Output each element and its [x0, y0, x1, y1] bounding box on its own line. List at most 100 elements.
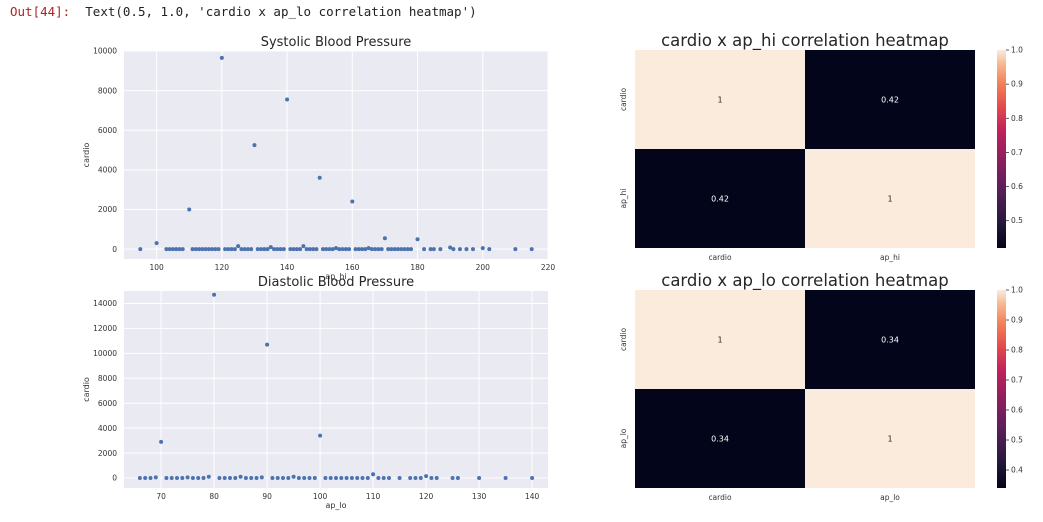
data-point: [212, 292, 217, 297]
data-point: [373, 247, 378, 252]
data-point: [243, 476, 248, 481]
output-prompt: Out[44]:: [10, 4, 71, 19]
colorbar: 0.4 0.5 0.6 0.7 0.8 0.9 1.0: [997, 286, 1023, 488]
data-point: [334, 246, 338, 251]
chart-title: cardio x ap_hi correlation heatmap: [661, 31, 949, 51]
data-point: [344, 476, 349, 481]
data-point: [148, 476, 153, 481]
data-point: [137, 476, 142, 481]
data-point: [259, 475, 264, 480]
data-point: [296, 476, 301, 481]
heatmap-cell-label: 0.42: [711, 195, 729, 204]
y-tick-label: 2000: [98, 449, 117, 458]
x-axis-label: ap_lo: [325, 501, 346, 510]
data-point: [217, 476, 222, 481]
data-point: [350, 199, 355, 204]
data-point: [228, 476, 232, 481]
x-tick-label: 180: [410, 263, 425, 272]
heatmap-cell-label: 1: [887, 195, 892, 204]
x-tick-label: 70: [156, 492, 166, 501]
data-point: [366, 246, 371, 251]
data-point: [197, 247, 202, 252]
data-point: [254, 476, 259, 481]
colorbar-tick-label: 0.9: [1011, 80, 1023, 89]
data-point: [206, 474, 211, 479]
data-point: [206, 247, 211, 252]
data-point: [343, 247, 348, 252]
data-point: [170, 247, 175, 252]
colorbar-tick-label: 0.8: [1011, 114, 1023, 123]
x-tick-label: 140: [525, 492, 540, 501]
data-point: [193, 247, 198, 252]
y-tick-label: 14000: [93, 299, 117, 308]
data-point: [265, 342, 270, 347]
heatmap-cell: [635, 290, 805, 389]
colorbar-gradient: [997, 50, 1006, 248]
data-point: [252, 143, 257, 148]
data-point: [210, 247, 215, 252]
x-tick-label: 80: [209, 492, 219, 501]
data-point: [340, 247, 345, 252]
data-point: [226, 247, 231, 252]
colorbar-tick-label: 1.0: [1011, 46, 1023, 55]
data-point: [470, 247, 475, 252]
data-point: [317, 175, 322, 180]
chart-title: Diastolic Blood Pressure: [258, 275, 414, 290]
data-point: [363, 247, 368, 252]
x-tick-label: 130: [472, 492, 487, 501]
data-point: [431, 247, 436, 252]
data-point: [268, 245, 273, 250]
data-point: [242, 247, 247, 252]
data-point: [232, 247, 237, 252]
data-point: [397, 476, 402, 481]
data-point: [503, 476, 508, 481]
data-point: [448, 245, 453, 250]
data-point: [339, 476, 344, 481]
heatmap-cell-label: 1: [717, 96, 722, 105]
data-point: [320, 247, 325, 252]
data-point: [281, 476, 285, 481]
data-point: [249, 476, 254, 481]
heatmap-cell-label: 0.34: [711, 435, 729, 444]
data-point: [245, 247, 250, 252]
data-point: [408, 476, 413, 481]
data-point: [360, 476, 365, 481]
data-point: [229, 247, 234, 252]
data-point: [480, 246, 485, 251]
data-point: [239, 247, 244, 252]
data-point: [138, 247, 143, 252]
x-tick-label: 120: [215, 263, 230, 272]
data-point: [371, 472, 376, 477]
output-text: Text(0.5, 1.0, 'cardio x ap_lo correlati…: [85, 4, 477, 19]
y-tick-label: 10000: [93, 349, 117, 358]
data-point: [286, 476, 291, 481]
y-axis-label: cardio: [82, 143, 91, 168]
colorbar-tick-label: 0.4: [1011, 466, 1023, 475]
data-point: [392, 247, 397, 252]
data-point: [185, 475, 190, 480]
data-point: [203, 247, 208, 252]
output-line: Out[44]: Text(0.5, 1.0, 'cardio x ap_lo …: [10, 4, 477, 19]
data-point: [187, 207, 192, 212]
data-point: [294, 247, 299, 252]
data-point: [376, 476, 381, 481]
data-point: [302, 476, 307, 481]
data-point: [405, 247, 410, 252]
colorbar-tick-label: 0.6: [1011, 182, 1023, 191]
data-point: [318, 433, 323, 438]
data-point: [429, 476, 434, 481]
data-point: [381, 476, 386, 481]
data-point: [328, 476, 333, 481]
data-point: [365, 476, 370, 481]
data-point: [451, 247, 456, 252]
heatmap-cell-label: 0.34: [881, 336, 899, 345]
data-point: [382, 236, 387, 241]
data-point: [347, 247, 352, 252]
scatter-chart-2: 70 80 90 100 110 120 130 140 0 2000 4000 6000 8000 10…: [82, 275, 548, 510]
data-point: [255, 247, 260, 252]
colorbar: 0.5 0.6 0.7 0.8 0.9 1.0: [997, 46, 1023, 248]
x-tick-label: 140: [280, 263, 295, 272]
data-point: [311, 247, 316, 252]
data-point: [418, 476, 423, 481]
data-point: [143, 476, 148, 481]
